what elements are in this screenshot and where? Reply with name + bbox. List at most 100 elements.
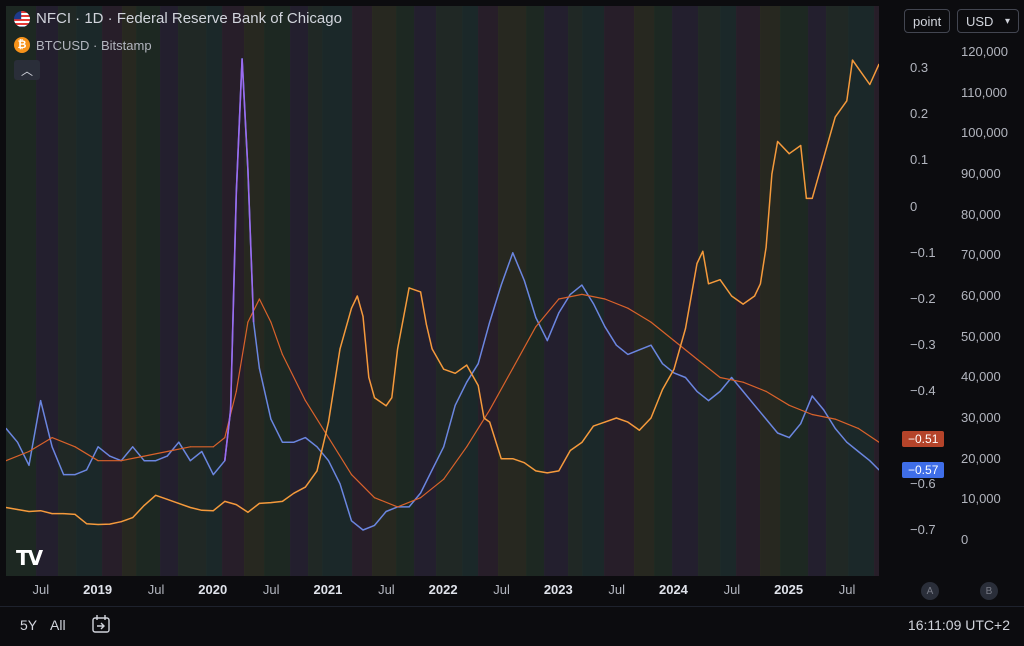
range-all-button[interactable]: All: [50, 617, 66, 633]
background-band: [352, 6, 373, 576]
background-band: [122, 6, 137, 576]
background-band: [372, 6, 397, 576]
range-5y-button[interactable]: 5Y: [20, 617, 38, 633]
data-point: [869, 460, 871, 462]
data-point: [500, 458, 502, 460]
month-tick-label: Jul: [608, 582, 626, 597]
data-point: [500, 284, 502, 286]
data-point: [316, 446, 318, 448]
month-tick-label: Jul: [32, 582, 50, 597]
series-line-nfci-ma[interactable]: [6, 293, 879, 508]
data-point: [63, 513, 65, 515]
data-point: [86, 523, 88, 525]
plot-area[interactable]: [6, 6, 879, 576]
data-point: [483, 417, 485, 419]
scale-b-button[interactable]: B: [980, 582, 998, 600]
data-point: [408, 287, 410, 289]
year-tick-label: 2020: [198, 582, 228, 597]
chevron-up-icon: ︿: [20, 63, 33, 78]
data-point: [857, 67, 859, 69]
data-point: [731, 295, 733, 297]
nfci-tick-label: −0.1: [910, 244, 936, 260]
collapse-legend-button[interactable]: ︿: [14, 60, 40, 80]
goto-date-icon[interactable]: [90, 613, 112, 638]
data-point: [166, 498, 168, 500]
data-point: [293, 441, 295, 443]
year-tick-label: 2025: [774, 582, 804, 597]
data-point: [719, 376, 721, 379]
btc-tick-label: 90,000: [961, 166, 1001, 181]
data-point: [823, 157, 825, 159]
data-point: [777, 140, 779, 143]
data-point: [109, 523, 111, 525]
data-point: [707, 283, 710, 285]
auto-scale-button[interactable]: A: [921, 582, 939, 600]
data-point: [759, 283, 762, 285]
data-point: [765, 418, 767, 420]
data-point: [673, 340, 675, 342]
data-point: [327, 437, 330, 439]
data-point: [581, 441, 583, 443]
data-point: [178, 441, 180, 443]
data-point: [189, 460, 191, 462]
data-point: [6, 506, 7, 509]
data-point: [765, 390, 767, 392]
data-point: [788, 437, 790, 439]
data-point: [97, 460, 99, 462]
data-point: [731, 376, 733, 379]
data-point: [408, 506, 410, 508]
data-point: [535, 316, 537, 319]
data-point: [650, 417, 652, 419]
data-point: [696, 358, 698, 360]
chevron-down-icon: ▾: [1004, 15, 1010, 27]
background-band: [308, 6, 323, 576]
data-point: [368, 376, 370, 378]
currency-select[interactable]: USD ▾: [957, 9, 1019, 33]
btc-tick-label: 10,000: [961, 491, 1001, 507]
month-tick-label: Jul: [838, 582, 856, 597]
data-point: [558, 470, 560, 472]
data-point: [258, 367, 260, 369]
data-point: [466, 446, 468, 448]
data-point: [270, 321, 272, 323]
data-point: [201, 450, 203, 453]
data-point: [489, 409, 491, 411]
data-point: [742, 381, 744, 383]
data-point: [120, 521, 122, 523]
nfci-tick-label: −0.4: [910, 383, 936, 399]
background-band: [414, 6, 437, 576]
data-point: [558, 312, 560, 314]
data-point: [16, 441, 19, 443]
data-point: [696, 262, 698, 265]
data-point: [431, 348, 433, 350]
data-point: [846, 100, 848, 102]
background-band: [634, 6, 655, 576]
data-point: [155, 460, 157, 462]
nfci-tick-label: 0.3: [910, 60, 929, 75]
data-point: [235, 390, 237, 392]
background-band: [206, 6, 223, 576]
data-point: [477, 384, 479, 387]
data-point: [581, 284, 583, 286]
background-band: [544, 6, 569, 576]
data-point: [120, 460, 122, 462]
data-point: [224, 437, 226, 439]
data-point: [373, 497, 376, 499]
data-point: [397, 348, 399, 350]
data-point: [800, 423, 802, 425]
point-mode-button[interactable]: point: [904, 9, 951, 33]
data-point: [615, 417, 618, 419]
btc-legend[interactable]: ₿ BTCUSD · Bitstamp: [14, 37, 152, 53]
nfci-legend[interactable]: NFCI · 1D · Federal Reserve Bank of Chic…: [14, 10, 342, 27]
data-point: [166, 455, 168, 457]
background-band: [396, 6, 415, 576]
data-point: [834, 116, 836, 118]
data-point: [811, 395, 813, 397]
data-point: [800, 144, 802, 147]
data-point: [592, 303, 595, 305]
data-point: [788, 404, 790, 406]
data-point: [143, 504, 145, 506]
background-band: [244, 6, 265, 576]
data-point: [569, 293, 571, 295]
data-point: [40, 510, 42, 512]
